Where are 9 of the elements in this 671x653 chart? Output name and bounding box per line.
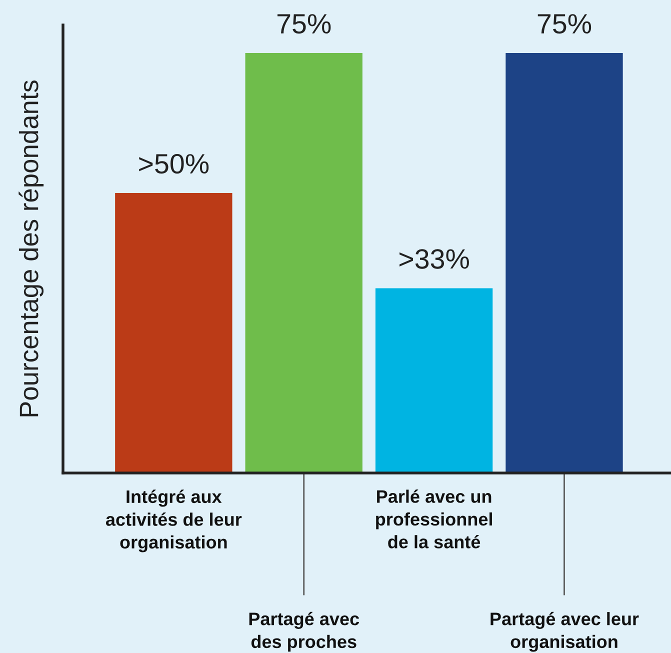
y-axis-title: Pourcentage des répondants	[18, 80, 44, 416]
x-tick-label: Partagé avec des proches	[249, 612, 360, 652]
data-label: >33%	[400, 249, 469, 269]
data-label: 75%	[277, 14, 331, 34]
x-tick-label: Parlé avec un professionnel de la santé	[376, 490, 492, 548]
x-tick-label: Partagé avec leur organisation	[490, 612, 639, 652]
data-label: 75%	[538, 14, 592, 34]
x-tick-label: Intégré aux activités de leur organisation	[106, 490, 242, 552]
data-label: >50%	[139, 154, 209, 174]
